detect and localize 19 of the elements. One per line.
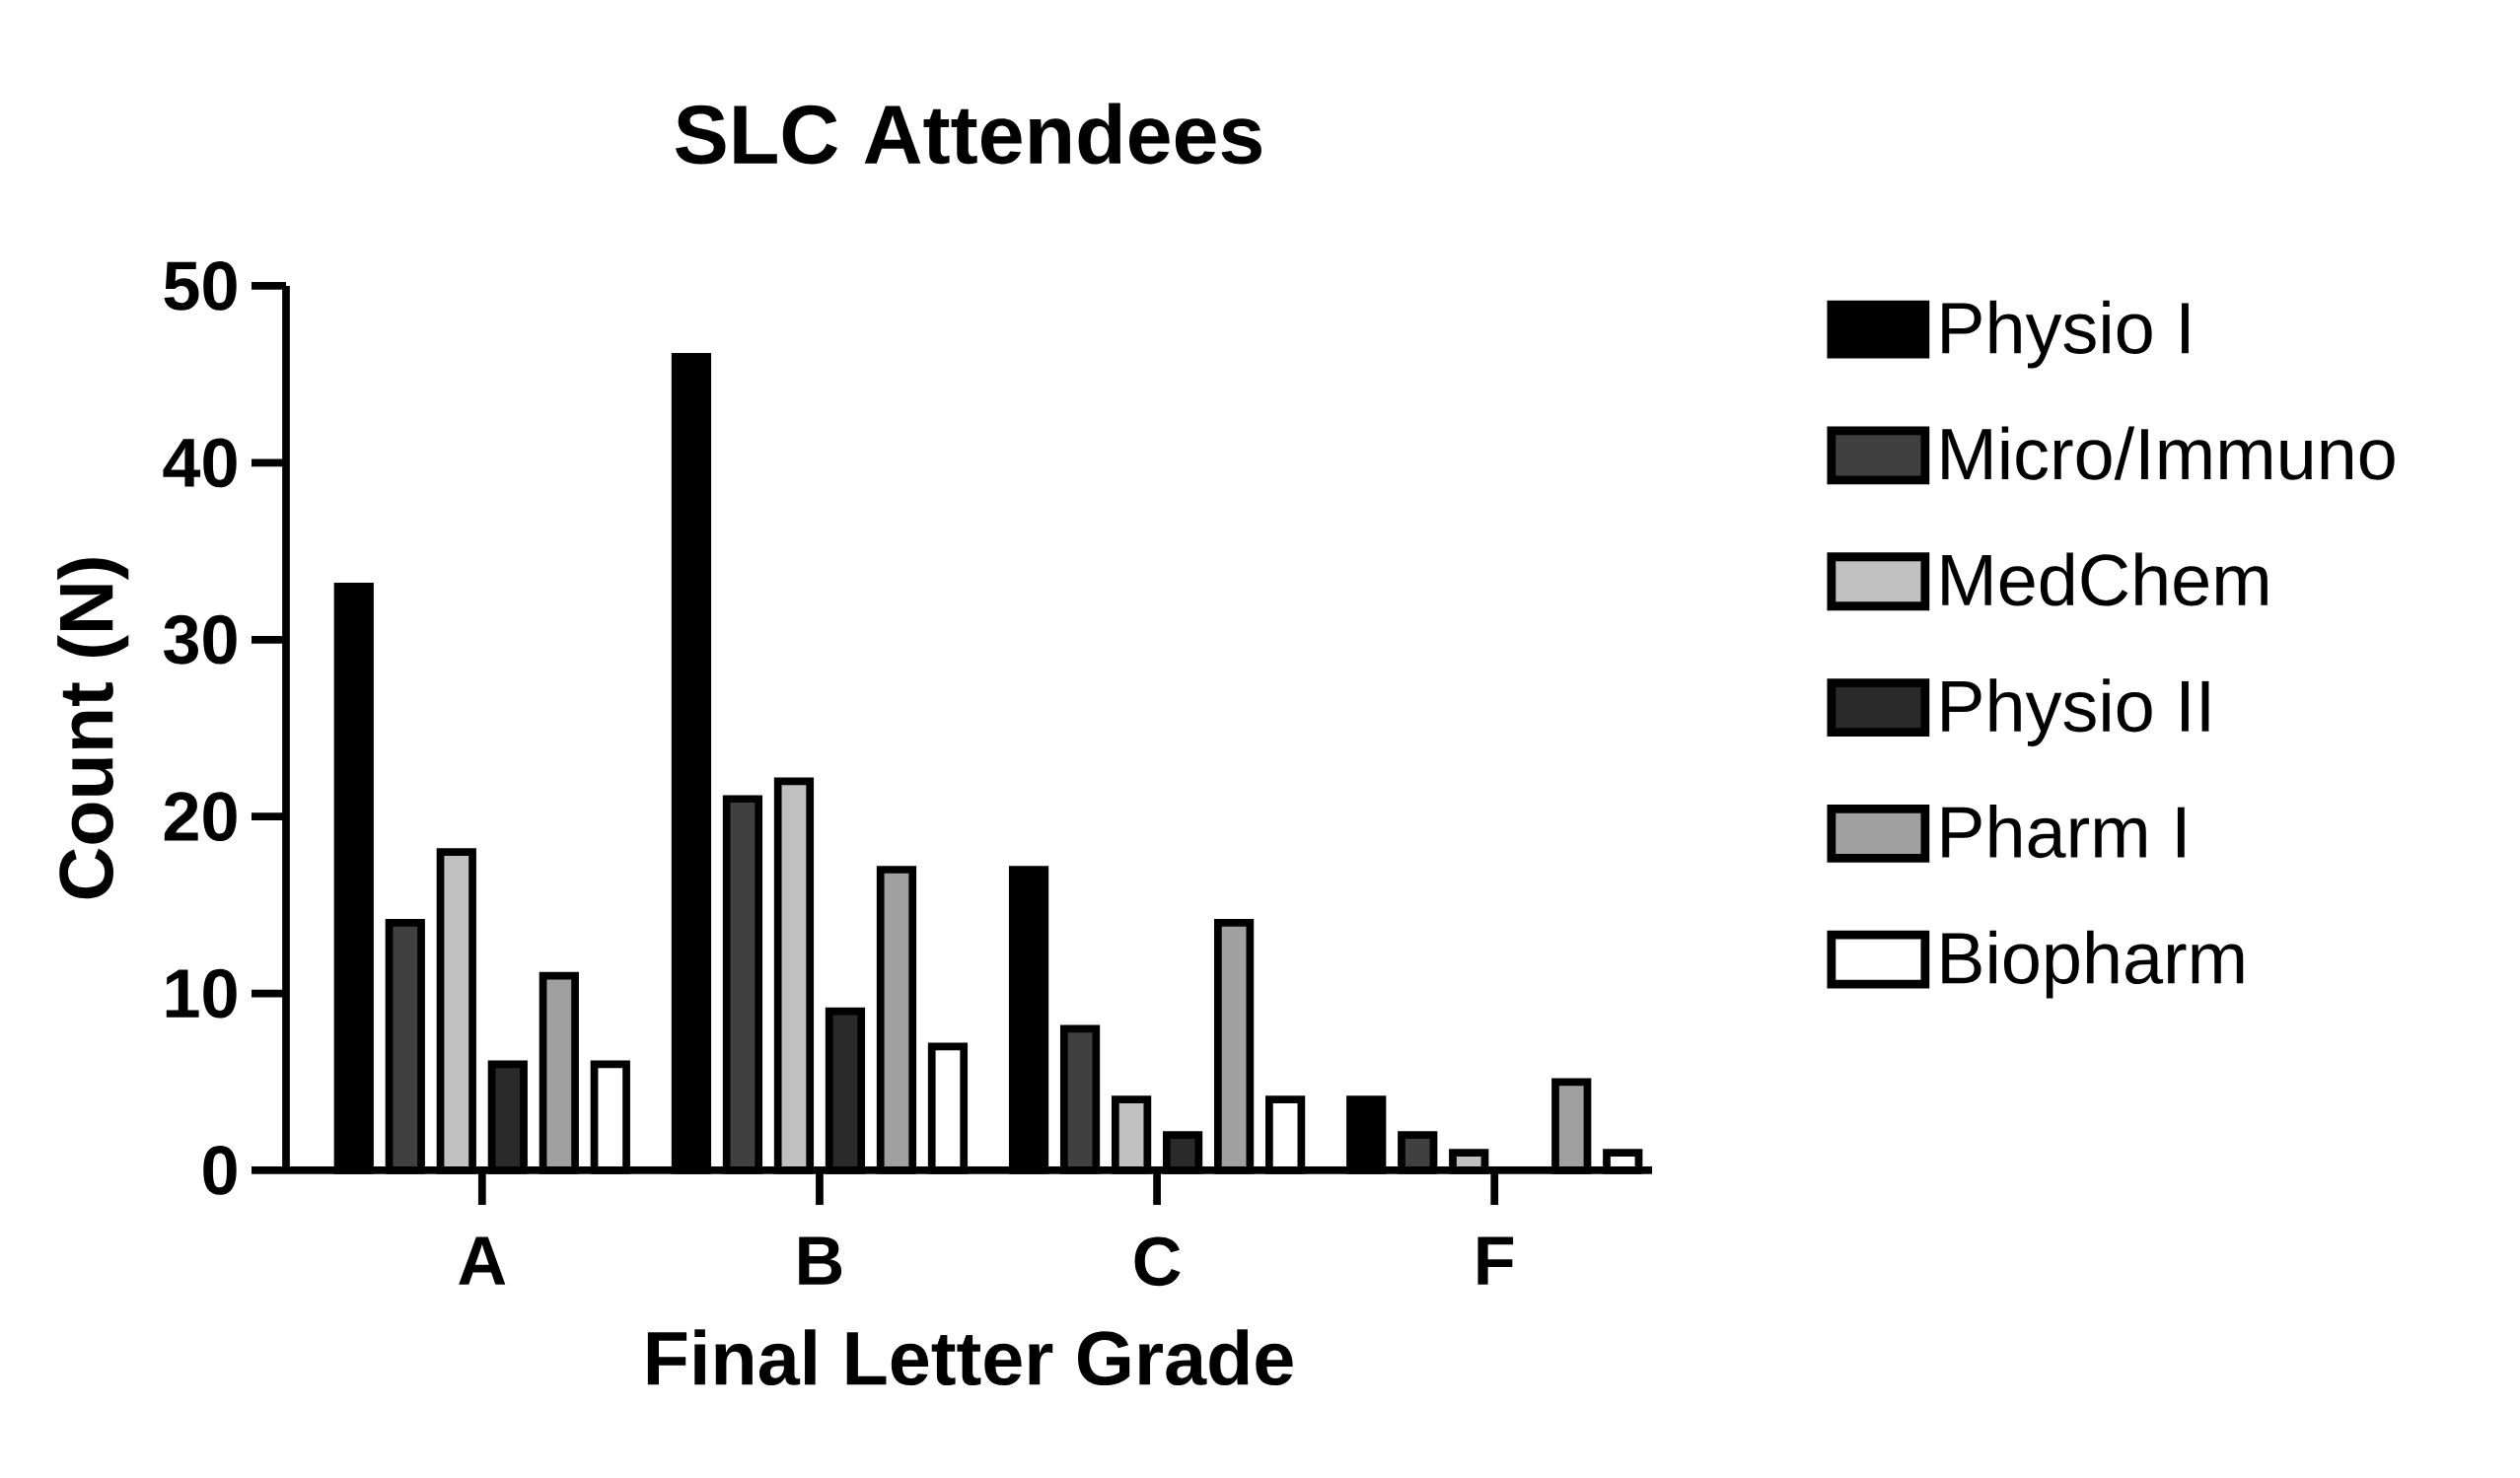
legend-label: Biopharm — [1942, 930, 2244, 999]
x-axis-title: Final Letter Grade — [647, 1329, 1293, 1386]
x-tick-label: C — [1134, 1236, 1181, 1287]
legend-label: MedChem — [1942, 552, 2268, 606]
y-tick-label: 50 — [164, 261, 237, 311]
y-tick-label: 20 — [164, 792, 237, 842]
legend-label: Physio II — [1942, 678, 2209, 746]
x-tick-label: B — [799, 1236, 842, 1285]
legend-label: Micro/Immuno — [1942, 426, 2395, 480]
y-tick-label: 0 — [203, 1146, 237, 1195]
y-tick-label: 30 — [164, 614, 237, 665]
y-axis-title: Count (N) — [57, 558, 129, 899]
chart-title: SLC Attendees — [675, 103, 1261, 165]
x-tick-label: F — [1477, 1236, 1514, 1285]
legend-label: Physio I — [1942, 300, 2189, 369]
legend-label: Pharm I — [1942, 805, 2185, 859]
y-tick-label: 10 — [166, 968, 237, 1019]
y-tick-label: 40 — [163, 438, 237, 488]
x-tick-label: A — [459, 1236, 506, 1285]
